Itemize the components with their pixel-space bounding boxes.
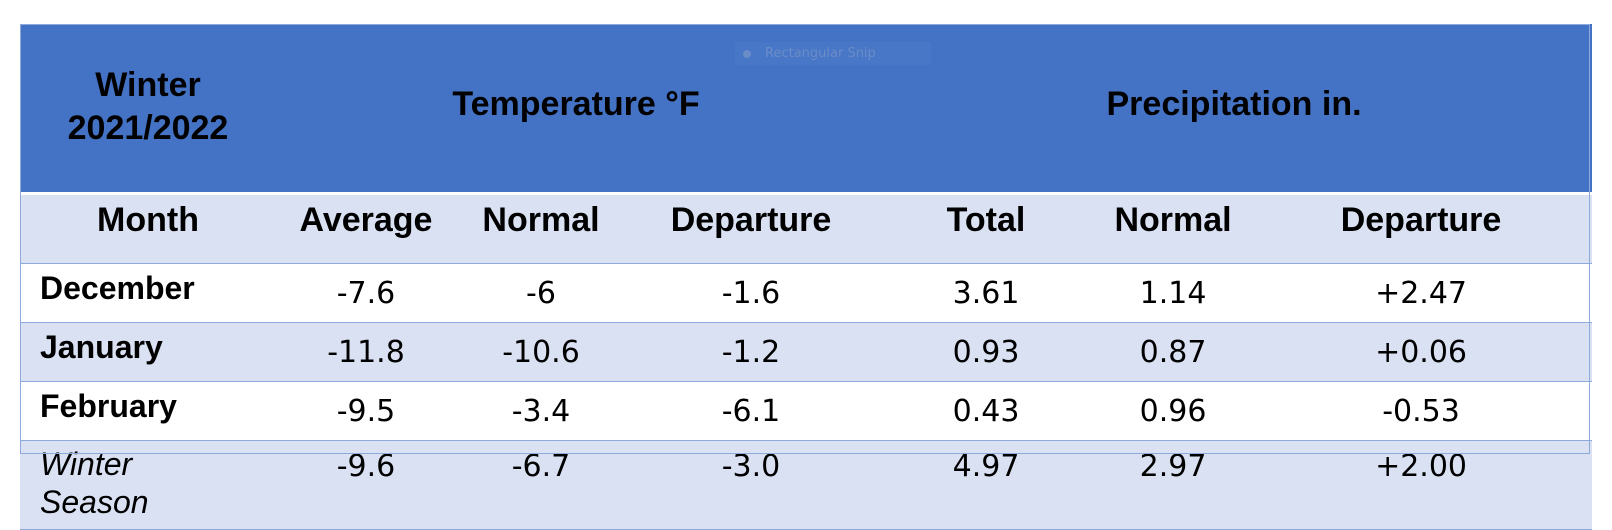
table-row: January -11.8 -10.6 -1.2 0.93 0.87 +0.06 — [20, 322, 1593, 382]
average-cell: -7.6 — [276, 263, 456, 323]
precip-departure-cell: +0.06 — [1250, 322, 1593, 382]
column-header-temp-normal: Normal — [456, 193, 626, 264]
precip-normal-cell: 2.97 — [1096, 440, 1251, 530]
temp-departure-cell: -1.6 — [626, 263, 877, 323]
total-cell: 0.43 — [876, 381, 1097, 441]
precipitation-group-header: Precipitation in. — [876, 24, 1593, 195]
season-label-line1: Winter — [40, 446, 133, 482]
temp-departure-cell: -6.1 — [626, 381, 877, 441]
precip-normal-cell: 0.96 — [1096, 381, 1251, 441]
season-label-line2: Season — [40, 484, 149, 520]
temp-departure-cell: -1.2 — [626, 322, 877, 382]
column-header-precip-normal: Normal — [1096, 193, 1251, 264]
temp-normal-cell: -10.6 — [456, 322, 626, 382]
total-cell: 0.93 — [876, 322, 1097, 382]
temp-normal-cell: -6 — [456, 263, 626, 323]
temp-normal-cell: -3.4 — [456, 381, 626, 441]
winter-label: Winter — [95, 66, 201, 104]
group-header-row: Winter 2021/2022 Temperature °F Precipit… — [20, 24, 1593, 195]
precip-departure-cell: -0.53 — [1250, 381, 1593, 441]
average-cell: -9.5 — [276, 381, 456, 441]
average-cell: -11.8 — [276, 322, 456, 382]
table-row: December -7.6 -6 -1.6 3.61 1.14 +2.47 — [20, 263, 1593, 323]
precip-departure-cell: +2.00 — [1250, 440, 1593, 530]
temp-departure-cell: -3.0 — [626, 440, 877, 530]
precip-departure-cell: +2.47 — [1250, 263, 1593, 323]
winter-period-header: Winter 2021/2022 — [20, 24, 276, 195]
rectangular-snip-tooltip: Rectangular Snip — [735, 42, 931, 65]
snip-dot-icon — [743, 49, 751, 58]
season-summary-row: Winter Season -9.6 -6.7 -3.0 4.97 2.97 +… — [20, 440, 1593, 530]
average-cell: -9.6 — [276, 440, 456, 530]
column-header-precip-departure: Departure — [1250, 193, 1593, 264]
season-label-cell: Winter Season — [20, 440, 276, 530]
season-years-label: 2021/2022 — [67, 109, 229, 147]
snip-label: Rectangular Snip — [765, 46, 876, 61]
total-cell: 3.61 — [876, 263, 1097, 323]
precip-normal-cell: 0.87 — [1096, 322, 1251, 382]
temp-normal-cell: -6.7 — [456, 440, 626, 530]
column-header-month: Month — [20, 193, 276, 264]
month-cell: December — [20, 263, 276, 323]
total-cell: 4.97 — [876, 440, 1097, 530]
table-row: February -9.5 -3.4 -6.1 0.43 0.96 -0.53 — [20, 381, 1593, 441]
precip-normal-cell: 1.14 — [1096, 263, 1251, 323]
column-header-temp-departure: Departure — [626, 193, 877, 264]
column-header-row: Month Average Normal Departure Total Nor… — [20, 193, 1593, 264]
month-cell: January — [20, 322, 276, 382]
temperature-group-header: Temperature °F — [276, 24, 877, 195]
column-header-total: Total — [876, 193, 1097, 264]
month-cell: February — [20, 381, 276, 441]
winter-climate-table: Winter 2021/2022 Temperature °F Precipit… — [20, 24, 1593, 530]
column-header-average: Average — [276, 193, 456, 264]
